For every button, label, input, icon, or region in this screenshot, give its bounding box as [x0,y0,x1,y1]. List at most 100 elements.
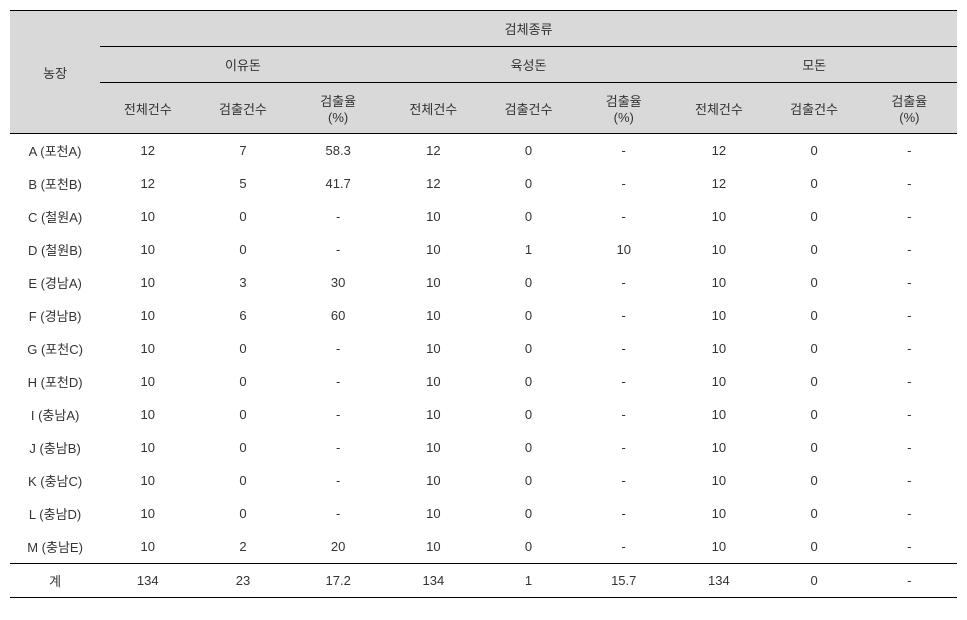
cell-value: 0 [767,431,862,464]
cell-value: 10 [100,233,195,266]
col-sub-0-2: 검출율 (%) [291,83,386,134]
cell-value: 1 [481,233,576,266]
cell-value: 0 [481,266,576,299]
cell-total-label: 계 [10,564,100,598]
table-row: G (포천C)100-100-100- [10,332,957,365]
table-row: C (철원A)100-100-100- [10,200,957,233]
cell-value: - [291,233,386,266]
cell-value: 0 [767,530,862,564]
cell-value: 10 [671,497,766,530]
cell-value: 58.3 [291,134,386,168]
table-row: A (포천A)12758.3120-120- [10,134,957,168]
cell-value: 0 [195,233,290,266]
table-row: L (충남D)100-100-100- [10,497,957,530]
cell-value: 10 [100,266,195,299]
cell-value: 10 [100,332,195,365]
cell-value: 0 [195,332,290,365]
cell-value: - [862,497,957,530]
cell-value: - [862,332,957,365]
cell-value: - [862,200,957,233]
cell-value: 0 [481,167,576,200]
cell-value: 0 [481,464,576,497]
cell-value: 0 [481,134,576,168]
cell-value: 6 [195,299,290,332]
cell-value: 10 [386,200,481,233]
col-sub-2-1: 검출건수 [767,83,862,134]
cell-value: - [576,200,671,233]
cell-value: 10 [671,233,766,266]
cell-value: 0 [481,398,576,431]
cell-value: 0 [767,200,862,233]
cell-value: - [862,233,957,266]
cell-value: 10 [671,398,766,431]
cell-value: 10 [100,200,195,233]
cell-total-value: - [862,564,957,598]
cell-value: 10 [671,299,766,332]
cell-value: 0 [481,497,576,530]
cell-value: 0 [195,200,290,233]
table-row: J (충남B)100-100-100- [10,431,957,464]
cell-value: - [291,497,386,530]
cell-farm: C (철원A) [10,200,100,233]
cell-value: 10 [671,464,766,497]
cell-value: 12 [671,167,766,200]
table-row: K (충남C)100-100-100- [10,464,957,497]
table-row: F (경남B)10660100-100- [10,299,957,332]
cell-value: - [862,266,957,299]
cell-value: 0 [767,365,862,398]
cell-value: - [576,497,671,530]
cell-value: - [862,464,957,497]
cell-total-value: 134 [100,564,195,598]
cell-value: 10 [100,431,195,464]
cell-value: 10 [100,464,195,497]
cell-value: 10 [576,233,671,266]
cell-farm: J (충남B) [10,431,100,464]
cell-value: - [576,530,671,564]
cell-value: 10 [100,530,195,564]
cell-value: - [862,167,957,200]
table-row: B (포천B)12541.7120-120- [10,167,957,200]
cell-value: - [862,398,957,431]
cell-value: 0 [767,398,862,431]
cell-value: 12 [386,134,481,168]
cell-value: - [576,332,671,365]
cell-farm: K (충남C) [10,464,100,497]
cell-value: 10 [386,398,481,431]
cell-value: - [291,200,386,233]
cell-value: - [576,365,671,398]
cell-value: 0 [767,332,862,365]
cell-value: 2 [195,530,290,564]
cell-value: 30 [291,266,386,299]
cell-value: 7 [195,134,290,168]
cell-value: - [862,299,957,332]
cell-value: - [862,431,957,464]
cell-value: 10 [671,332,766,365]
cell-value: 0 [767,464,862,497]
table-row: I (충남A)100-100-100- [10,398,957,431]
cell-value: 12 [386,167,481,200]
cell-value: 10 [671,200,766,233]
cell-total-value: 1 [481,564,576,598]
cell-value: 10 [386,365,481,398]
cell-value: 0 [195,398,290,431]
cell-value: 12 [100,167,195,200]
cell-value: - [291,398,386,431]
cell-value: 10 [386,233,481,266]
col-farm: 농장 [10,11,100,134]
cell-value: 10 [386,431,481,464]
col-sub-0-0: 전체건수 [100,83,195,134]
col-group-1: 육성돈 [386,47,672,83]
cell-value: 0 [195,497,290,530]
cell-total-value: 134 [386,564,481,598]
cell-value: 10 [671,530,766,564]
cell-value: 10 [386,530,481,564]
cell-value: - [576,167,671,200]
cell-value: 41.7 [291,167,386,200]
col-sub-1-2: 검출율 (%) [576,83,671,134]
data-table: 농장 검체종류 이유돈 육성돈 모돈 전체건수 검출건수 검출율 (%) 전체건… [10,10,957,598]
cell-value: 10 [671,365,766,398]
col-sub-0-1: 검출건수 [195,83,290,134]
cell-value: - [576,398,671,431]
cell-value: 10 [671,266,766,299]
col-sub-2-2: 검출율 (%) [862,83,957,134]
